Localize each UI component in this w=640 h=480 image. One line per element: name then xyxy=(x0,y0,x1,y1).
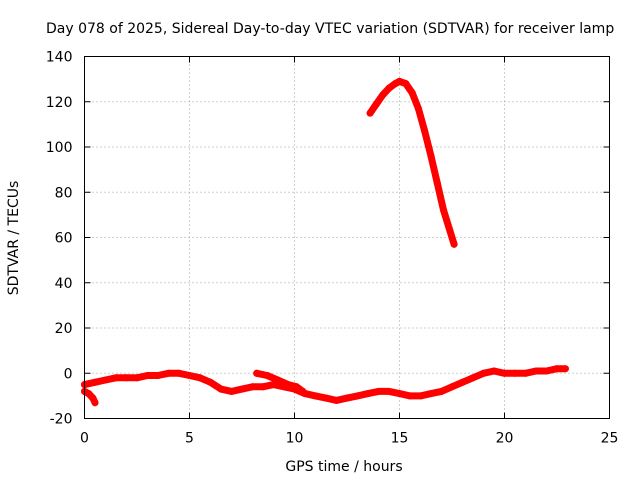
y-tick-label: 140 xyxy=(46,50,73,66)
data-point xyxy=(490,367,498,375)
data-point xyxy=(144,372,151,379)
series-layer xyxy=(81,77,569,407)
x-tick-label: 5 xyxy=(185,431,194,447)
data-point xyxy=(511,369,519,377)
data-point xyxy=(175,369,183,377)
y-tick-label: -20 xyxy=(50,412,73,428)
data-point xyxy=(263,372,271,379)
data-point xyxy=(396,77,403,85)
data-point xyxy=(196,374,204,382)
data-point xyxy=(274,376,282,384)
x-tick-label: 25 xyxy=(601,431,619,447)
chart-title: Day 078 of 2025, Sidereal Day-to-day VTE… xyxy=(46,21,614,37)
data-point xyxy=(440,206,448,214)
data-point xyxy=(133,374,141,382)
data-point xyxy=(427,390,435,398)
data-point xyxy=(450,240,458,248)
data-point xyxy=(322,394,330,402)
data-point xyxy=(459,378,466,386)
data-point xyxy=(253,369,261,377)
data-point xyxy=(414,105,422,112)
data-point xyxy=(408,89,416,97)
data-point xyxy=(259,383,267,391)
data-point xyxy=(228,387,235,395)
x-tick-label: 0 xyxy=(80,431,89,447)
data-point xyxy=(469,374,477,382)
grid-layer xyxy=(84,56,610,419)
y-tick-label: 0 xyxy=(64,366,73,382)
data-point xyxy=(438,387,445,395)
data-point xyxy=(217,385,225,393)
data-point xyxy=(385,387,393,395)
x-axis-label: GPS time / hours xyxy=(285,459,402,475)
data-point xyxy=(417,392,424,400)
data-point xyxy=(165,369,172,377)
data-point xyxy=(249,383,256,391)
tick-layer: 0 5 10 15 20 25 -20 0 20 40 60 80 100 120 140 xyxy=(46,50,619,447)
data-point xyxy=(543,367,550,375)
data-point xyxy=(402,80,410,88)
data-point xyxy=(154,372,162,379)
y-tick-label: 80 xyxy=(55,185,73,201)
data-point xyxy=(186,372,193,379)
data-point xyxy=(433,179,441,187)
plot-frame xyxy=(84,56,610,419)
data-point xyxy=(299,387,307,395)
y-tick-label: 100 xyxy=(46,140,73,156)
data-point xyxy=(375,387,382,395)
data-point xyxy=(379,91,387,99)
data-point xyxy=(385,84,393,92)
data-point xyxy=(85,390,93,398)
data-point xyxy=(343,394,351,402)
data-point xyxy=(91,399,99,407)
data-point xyxy=(123,374,130,382)
data-point xyxy=(553,365,561,373)
data-point xyxy=(312,392,319,400)
data-point xyxy=(561,365,569,373)
y-tick-label: 20 xyxy=(55,321,73,337)
data-point xyxy=(102,376,109,384)
data-point xyxy=(112,374,120,382)
data-point xyxy=(406,392,414,400)
data-point xyxy=(421,127,429,135)
y-tick-label: 40 xyxy=(55,276,73,292)
data-point xyxy=(522,369,529,377)
data-point xyxy=(448,383,456,391)
data-point xyxy=(91,378,99,386)
x-tick-label: 15 xyxy=(391,431,409,447)
data-point xyxy=(284,381,292,389)
data-point xyxy=(238,385,246,393)
data-point xyxy=(207,378,214,386)
data-point xyxy=(372,100,380,108)
y-axis-label: SDTVAR / TECUs xyxy=(6,181,22,296)
data-point xyxy=(396,390,403,398)
data-point xyxy=(354,392,361,400)
data-point xyxy=(333,396,340,404)
x-tick-label: 20 xyxy=(496,431,514,447)
data-point xyxy=(446,227,454,235)
data-point xyxy=(270,381,277,389)
data-point xyxy=(501,369,508,377)
data-point xyxy=(364,390,372,398)
data-point xyxy=(366,109,374,117)
data-point xyxy=(293,383,301,391)
data-point xyxy=(532,367,540,375)
x-tick-label: 10 xyxy=(286,431,304,447)
data-point xyxy=(427,152,435,160)
data-point xyxy=(480,369,487,377)
y-tick-label: 120 xyxy=(46,95,73,111)
series-line-pass-afternoon xyxy=(366,77,458,248)
y-tick-label: 60 xyxy=(55,231,73,247)
